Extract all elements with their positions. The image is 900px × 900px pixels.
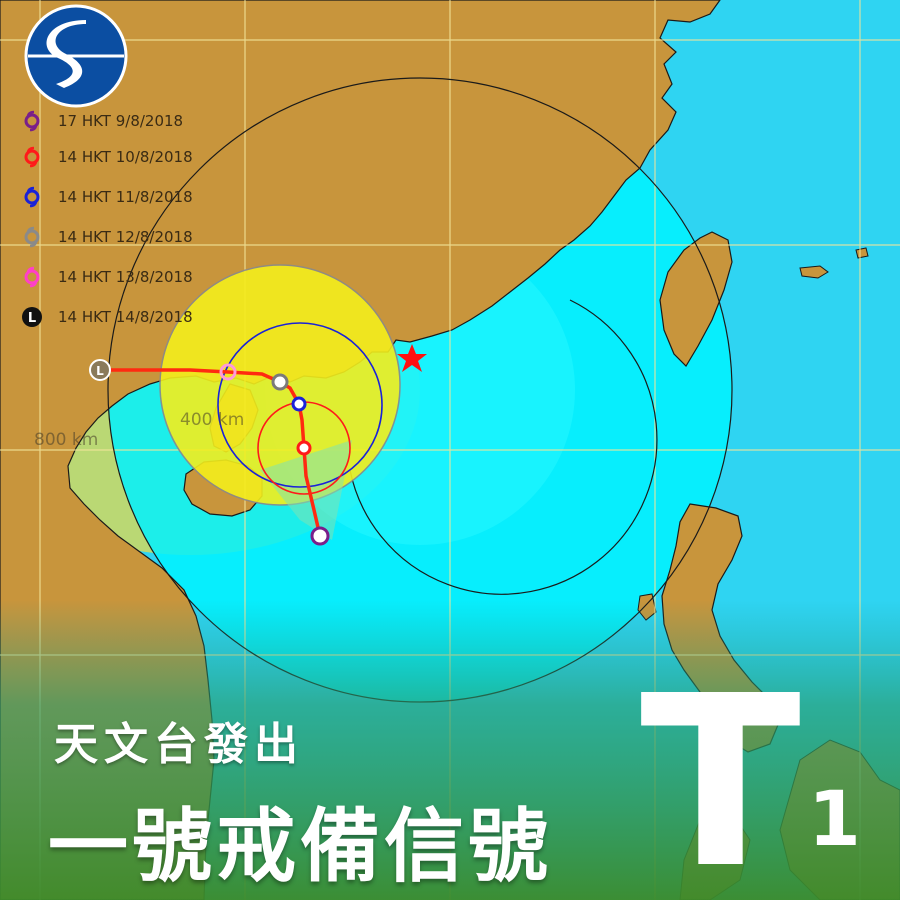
svg-text:L: L bbox=[28, 311, 36, 326]
position-marker-blue bbox=[291, 396, 307, 412]
distance-label-400km: 400 km bbox=[180, 410, 245, 430]
tropical-cyclone-icon bbox=[24, 226, 40, 248]
tropical-cyclone-icon bbox=[24, 146, 40, 168]
position-marker-low: L bbox=[89, 359, 111, 381]
signal-number: 1 bbox=[808, 774, 861, 863]
range-400km-circle bbox=[349, 299, 658, 595]
tropical-cyclone-icon bbox=[24, 110, 40, 132]
distance-label-800km: 800 km bbox=[34, 430, 99, 450]
legend-item: 14 HKT 11/8/2018 bbox=[20, 184, 193, 210]
position-marker-purple bbox=[310, 526, 330, 546]
legend-item: 17 HKT 9/8/2018 bbox=[20, 108, 183, 134]
banner-background bbox=[0, 600, 900, 900]
legend-item: 14 HKT 12/8/2018 bbox=[20, 224, 193, 250]
forecast-circle-blue bbox=[217, 322, 383, 488]
legend-item: 14 HKT 10/8/2018 bbox=[20, 144, 193, 170]
signal-letter: T bbox=[640, 645, 801, 900]
signal-t1-symbol: T 1 bbox=[640, 645, 861, 900]
position-marker-pink bbox=[219, 363, 237, 381]
position-marker-red bbox=[296, 440, 312, 456]
land-taiwan bbox=[659, 231, 733, 367]
banner-line-1: 天文台發出 bbox=[54, 719, 304, 770]
tropical-cyclone-icon bbox=[24, 266, 40, 288]
forecast-cone bbox=[260, 440, 352, 540]
position-marker-gray bbox=[271, 373, 289, 391]
hong-kong-star-icon bbox=[397, 344, 427, 372]
legend-item: 14 HKT 13/8/2018 bbox=[20, 264, 193, 290]
low-pressure-icon: L bbox=[22, 307, 42, 327]
hko-logo bbox=[24, 4, 128, 108]
svg-text:L: L bbox=[96, 364, 104, 378]
banner-line-2: 一號戒備信號 bbox=[48, 800, 552, 893]
tropical-cyclone-icon bbox=[24, 186, 40, 208]
legend-item: L 14 HKT 14/8/2018 bbox=[20, 304, 193, 330]
storm-track bbox=[100, 368, 322, 537]
